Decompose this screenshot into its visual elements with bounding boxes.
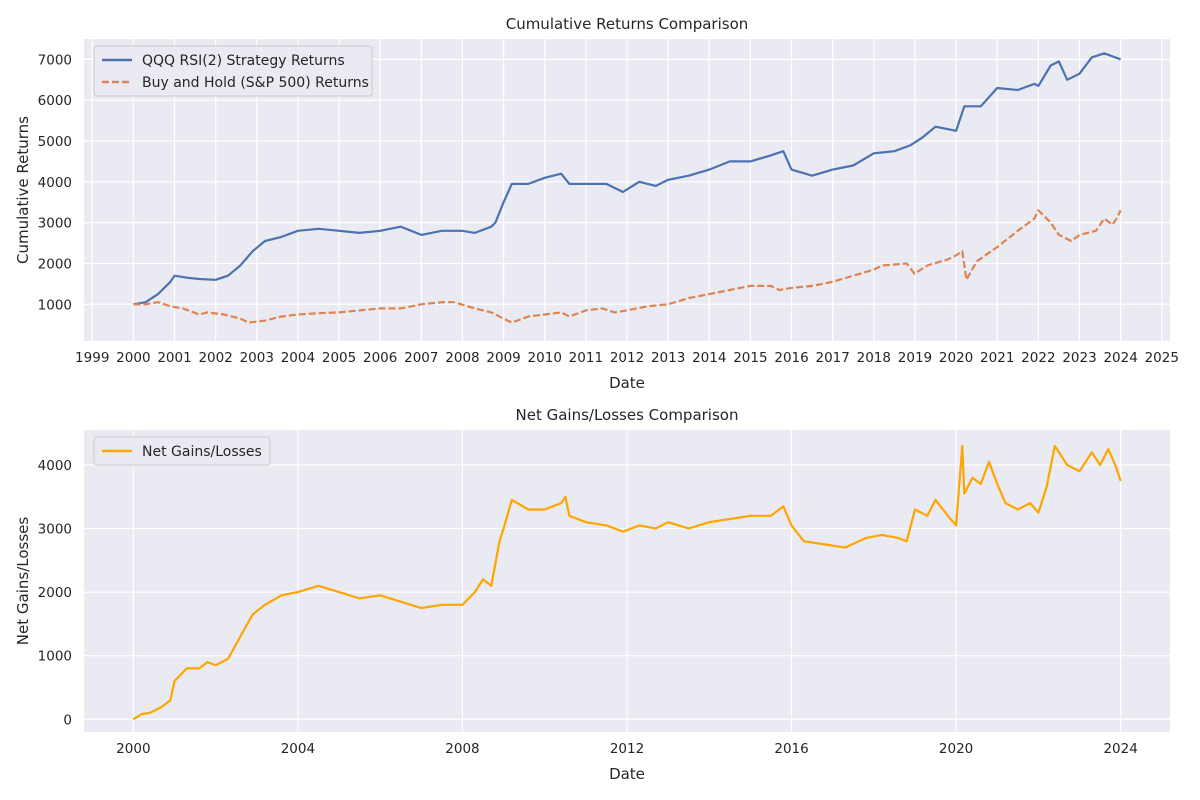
x-tick-label: 2004 [281,350,315,366]
chart-title: Cumulative Returns Comparison [506,15,749,33]
x-tick-label: 2007 [404,350,438,366]
y-tick-label: 2000 [38,256,72,272]
chart-title: Net Gains/Losses Comparison [516,406,739,424]
y-tick-label: 1000 [38,297,72,313]
legend-entry: QQQ RSI(2) Strategy Returns [142,53,345,69]
legend-entry: Net Gains/Losses [142,444,262,460]
series-line-0 [132,444,1122,721]
x-tick-label: 2025 [1145,350,1179,366]
x-tick-label: 2000 [116,350,150,366]
x-tick-label: 2006 [363,350,397,366]
x-tick-label: 2008 [445,350,479,366]
y-axis-label: Net Gains/Losses [14,517,32,646]
x-tick-label: 2024 [1103,350,1137,366]
x-tick-label: 2010 [528,350,562,366]
y-tick-label: 3000 [38,522,72,538]
series-line-0 [133,52,1121,306]
net-gains-losses-chart: 2000 2004 2008 2012 2016 2020 2024 0 1000 2000 30… [14,406,1170,783]
x-tick-label: 2020 [939,741,973,757]
x-tick-label: 2005 [322,350,356,366]
y-tick-label: 3000 [38,216,72,232]
x-tick-label: 2004 [281,741,315,757]
x-tick-label: 2022 [1021,350,1055,366]
legend-entry: Buy and Hold (S&P 500) Returns [142,75,369,91]
x-tick-label: 2016 [774,350,808,366]
x-tick-label: 2014 [692,350,726,366]
x-tick-label: 2012 [610,350,644,366]
y-tick-label: 2000 [38,585,72,601]
x-tick-label: 2023 [1062,350,1096,366]
x-tick-label: 2021 [980,350,1014,366]
x-tick-label: 2017 [816,350,850,366]
x-tick-label: 2002 [198,350,232,366]
x-tick-label: 2001 [157,350,191,366]
x-axis-label: Date [609,374,645,392]
x-tick-label: 2008 [445,741,479,757]
y-tick-label: 4000 [38,175,72,191]
legend: Net Gains/Losses [93,436,271,466]
y-tick-label: 1000 [38,649,72,665]
x-tick-label: 2020 [939,350,973,366]
x-tick-label: 2018 [857,350,891,366]
y-tick-label: 4000 [38,458,72,474]
y-tick-label: 7000 [38,52,72,68]
y-tick-label: 5000 [38,134,72,150]
x-tick-label: 1999 [75,350,109,366]
x-tick-label: 2011 [569,350,603,366]
x-tick-label: 2019 [898,350,932,366]
cumulative-returns-chart: 1999 2000 2001 2002 2003 2004 2005 2006 2007 2008… [14,15,1179,392]
x-tick-label: 2009 [486,350,520,366]
x-tick-label: 2015 [733,350,767,366]
x-tick-label: 2003 [240,350,274,366]
x-tick-label: 2024 [1103,741,1137,757]
series-line-1 [133,209,1122,324]
y-tick-label: 6000 [38,93,72,109]
x-axis-label: Date [609,765,645,783]
y-tick-label: 0 [63,712,72,728]
legend: QQQ RSI(2) Strategy Returns Buy and Hold … [93,45,373,97]
x-tick-label: 2000 [116,741,150,757]
x-tick-label: 2013 [651,350,685,366]
x-tick-label: 2012 [610,741,644,757]
x-tick-label: 2016 [774,741,808,757]
y-axis-label: Cumulative Returns [14,116,32,264]
